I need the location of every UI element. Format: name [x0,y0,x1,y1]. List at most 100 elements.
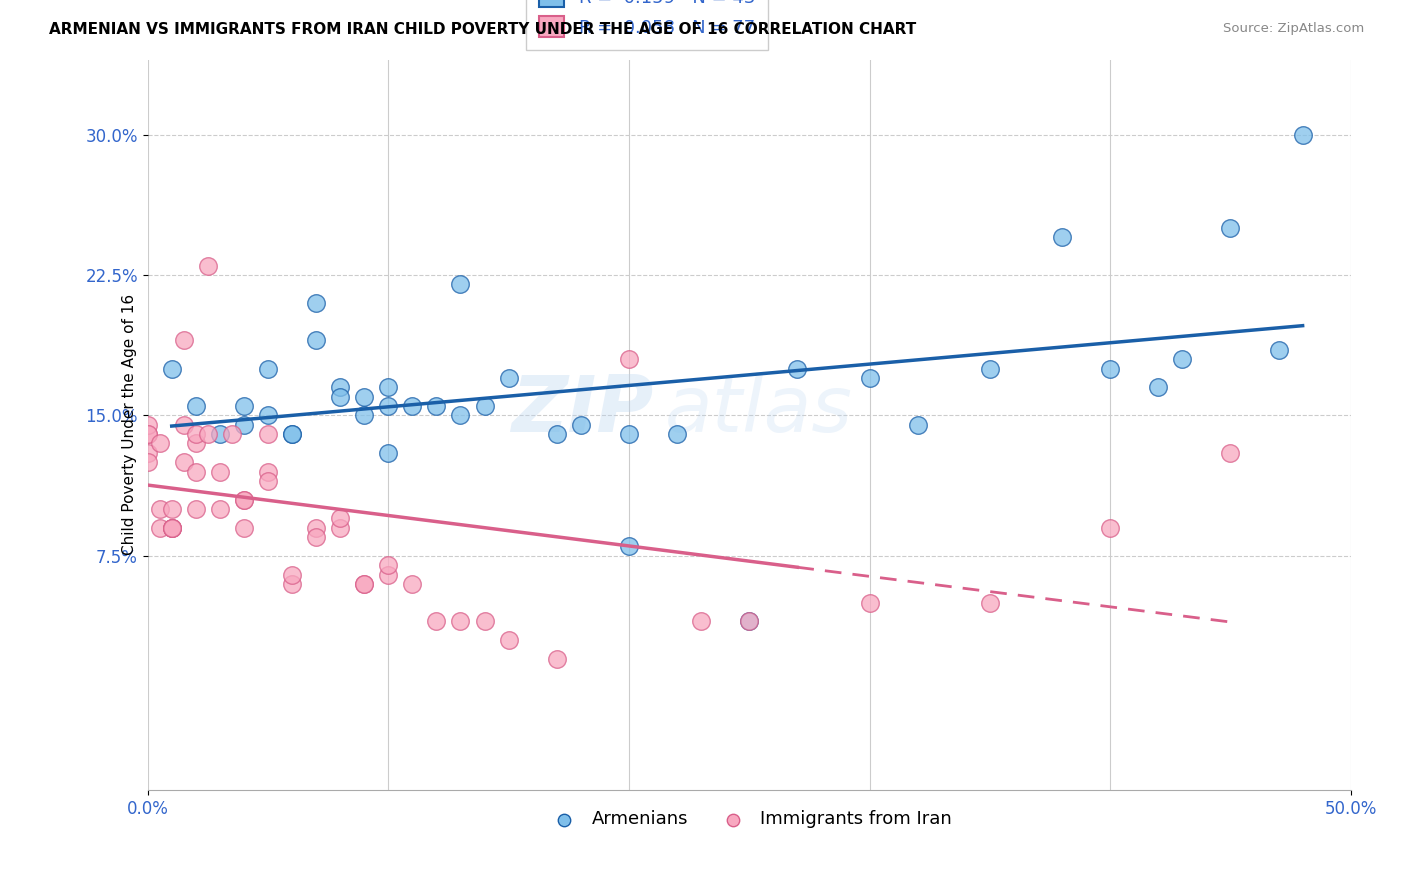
Point [305,530,328,544]
Point [281,427,304,442]
Point [498,371,520,385]
Point [1171,352,1194,367]
Point [136,427,159,442]
Point [173,334,195,348]
Point [377,558,399,573]
Point [353,390,375,404]
Point [858,596,880,610]
Point [136,417,159,432]
Point [305,296,328,310]
Point [1219,446,1241,460]
Point [232,492,254,507]
Point [281,577,304,591]
Point [184,399,207,413]
Point [979,361,1001,376]
Point [184,502,207,516]
Point [160,521,183,535]
Point [232,521,254,535]
Point [160,521,183,535]
Point [197,259,219,273]
Point [208,465,231,479]
Point [305,521,328,535]
Point [149,502,172,516]
Point [1099,361,1122,376]
Point [136,455,159,469]
Text: Source: ZipAtlas.com: Source: ZipAtlas.com [1223,22,1364,36]
Point [498,633,520,648]
Point [474,399,496,413]
Text: ARMENIAN VS IMMIGRANTS FROM IRAN CHILD POVERTY UNDER THE AGE OF 16 CORRELATION C: ARMENIAN VS IMMIGRANTS FROM IRAN CHILD P… [49,22,917,37]
Point [617,540,640,554]
Point [184,427,207,442]
Point [281,427,304,442]
Point [1291,128,1313,142]
Point [738,615,761,629]
Point [149,521,172,535]
Point [208,502,231,516]
Point [173,417,195,432]
Point [329,511,352,525]
Point [449,277,471,292]
Point [232,492,254,507]
Point [305,334,328,348]
Point [232,417,254,432]
Point [690,615,713,629]
Point [1099,521,1122,535]
Point [160,521,183,535]
Point [377,446,399,460]
Point [617,427,640,442]
Point [329,390,352,404]
Point [160,502,183,516]
Point [979,596,1001,610]
Point [907,417,929,432]
Point [353,409,375,423]
Point [173,455,195,469]
Point [149,436,172,450]
Point [232,399,254,413]
Point [1147,380,1170,394]
Point [197,427,219,442]
Point [1219,221,1241,235]
Point [569,417,592,432]
Point [666,427,689,442]
Point [401,399,423,413]
Point [377,399,399,413]
Point [425,399,447,413]
Point [474,615,496,629]
Point [257,427,280,442]
Point [136,446,159,460]
Point [281,567,304,582]
Point [221,427,243,442]
Text: ZIP: ZIP [510,372,652,448]
Point [257,361,280,376]
Point [858,371,880,385]
Point [353,577,375,591]
Point [449,409,471,423]
Point [617,352,640,367]
Point [425,615,447,629]
Point [136,427,159,442]
Point [257,474,280,488]
Point [738,615,761,629]
Point [160,521,183,535]
Point [329,380,352,394]
Point [546,652,568,666]
Point [257,465,280,479]
Point [1050,230,1073,244]
Point [546,427,568,442]
Point [449,615,471,629]
Point [353,577,375,591]
Point [208,427,231,442]
Legend: Armenians, Immigrants from Iran: Armenians, Immigrants from Iran [538,803,959,836]
Text: atlas: atlas [665,372,853,448]
Point [329,521,352,535]
Point [377,380,399,394]
Point [1267,343,1289,357]
Point [160,361,183,376]
Y-axis label: Child Poverty Under the Age of 16: Child Poverty Under the Age of 16 [121,294,136,556]
Point [401,577,423,591]
Point [184,465,207,479]
Point [377,567,399,582]
Point [786,361,808,376]
Point [184,436,207,450]
